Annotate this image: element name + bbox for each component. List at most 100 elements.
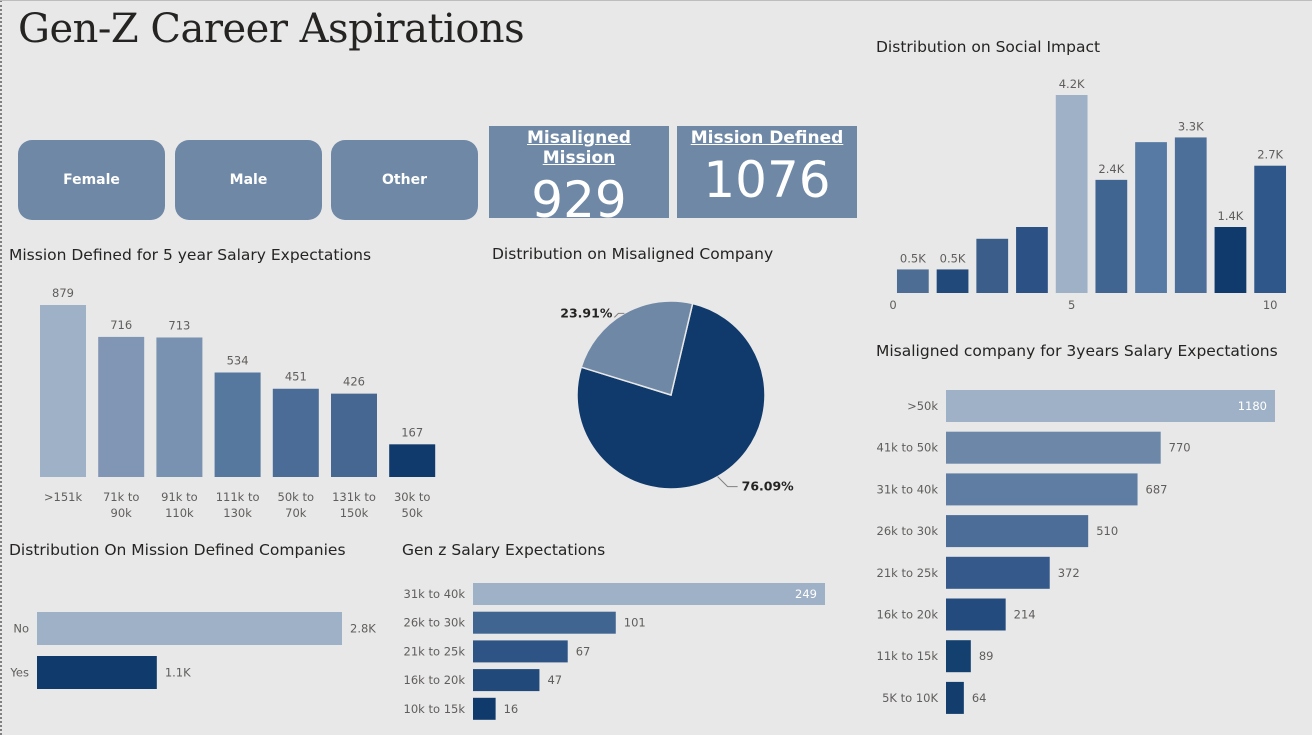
card-label: Mission Defined xyxy=(690,128,844,148)
category-label: 90k xyxy=(111,506,133,520)
bar xyxy=(946,473,1138,506)
category-label: 10k to 15k xyxy=(404,702,466,716)
category-label: 21k to 25k xyxy=(877,566,939,580)
category-label: 5K to 10K xyxy=(882,691,938,705)
bar xyxy=(1214,227,1247,293)
card-value: 1076 xyxy=(703,151,831,209)
category-label: >151k xyxy=(44,490,83,504)
data-label: 249 xyxy=(795,587,817,601)
bar xyxy=(896,269,929,293)
data-label: 372 xyxy=(1058,566,1080,580)
data-label: 451 xyxy=(285,370,307,384)
chart-title-misaligned-salary: Misaligned company for 3years Salary Exp… xyxy=(876,342,1278,360)
bar xyxy=(473,583,825,605)
bar xyxy=(946,681,964,714)
bar xyxy=(389,444,436,477)
category-label: 131k to xyxy=(332,490,376,504)
bar xyxy=(946,640,971,673)
bar xyxy=(946,390,1275,422)
category-label: >50k xyxy=(907,399,938,413)
data-label: 0.5K xyxy=(940,251,966,265)
slicer-other[interactable]: Other xyxy=(331,140,478,220)
chart-title-genz-salary: Gen z Salary Expectations xyxy=(402,541,606,559)
bar xyxy=(1135,142,1167,293)
bar xyxy=(37,612,342,645)
card-misaligned-mission: Misaligned Mission 929 xyxy=(489,126,669,228)
bar xyxy=(473,697,496,720)
category-label: 26k to 30k xyxy=(404,616,466,630)
category-label: 21k to 25k xyxy=(404,644,466,658)
category-label: 26k to 30k xyxy=(877,524,939,538)
card-mission-defined: Mission Defined 1076 xyxy=(677,126,857,218)
data-label: 716 xyxy=(110,318,132,332)
data-label: 101 xyxy=(624,616,646,630)
chart-title-mission-companies: Distribution On Mission Defined Companie… xyxy=(9,541,346,559)
data-label: 1.1K xyxy=(165,666,191,680)
data-label: 1180 xyxy=(1238,399,1267,413)
data-label: 2.8K xyxy=(350,622,376,636)
bar xyxy=(946,515,1089,548)
data-label: 214 xyxy=(1014,608,1036,622)
data-label: 67 xyxy=(576,644,591,658)
chart-title-mission-salary: Mission Defined for 5 year Salary Expect… xyxy=(9,246,372,264)
bar xyxy=(473,611,616,634)
data-label: 1.4K xyxy=(1218,209,1244,223)
page-title: Gen-Z Career Aspirations xyxy=(18,6,525,52)
category-label: No xyxy=(13,622,29,636)
data-label: 3.3K xyxy=(1178,119,1204,133)
misaligned-pie-chart: 76.09% 23.91% xyxy=(560,300,794,494)
data-label: 879 xyxy=(52,286,74,300)
bar xyxy=(37,656,157,689)
bar xyxy=(98,336,145,477)
chart-title-social-impact: Distribution on Social Impact xyxy=(876,38,1101,56)
slicer-female[interactable]: Female xyxy=(18,140,165,220)
card-label: Misaligned Mission xyxy=(527,128,631,168)
data-label: 64 xyxy=(972,691,987,705)
bar xyxy=(40,305,86,477)
x-tick-label: 5 xyxy=(1068,298,1075,312)
data-label: 770 xyxy=(1169,441,1191,455)
bar xyxy=(156,337,203,477)
category-label: 50k xyxy=(402,506,424,520)
category-label: 41k to 50k xyxy=(877,441,939,455)
bar xyxy=(976,238,1009,293)
data-label: 2.7K xyxy=(1257,148,1283,162)
leader-line xyxy=(717,476,738,488)
category-label: 11k to 15k xyxy=(877,649,939,663)
category-label: 130k xyxy=(223,506,252,520)
data-label: 0.5K xyxy=(900,251,926,265)
bar xyxy=(331,393,377,477)
data-label: 89 xyxy=(979,649,994,663)
leader-line xyxy=(614,312,625,318)
category-label: Yes xyxy=(9,666,29,680)
bar xyxy=(946,431,1161,464)
data-label: 687 xyxy=(1146,482,1168,496)
data-label: 534 xyxy=(227,354,249,368)
pie-slice xyxy=(576,302,766,490)
bar xyxy=(214,372,261,477)
category-label: 70k xyxy=(285,506,307,520)
bar xyxy=(936,269,969,293)
category-label: 150k xyxy=(340,506,369,520)
category-label: 31k to 40k xyxy=(404,587,466,601)
genz-salary-chart: 31k to 40k 249 26k to 30k 101 21k to 25k 67 16… xyxy=(404,583,825,720)
bar xyxy=(1095,179,1128,293)
slice-label: 23.91% xyxy=(560,305,613,320)
data-label: 510 xyxy=(1096,524,1118,538)
misaligned-salary-chart: >50k 1180 41k to 50k 770 31k to 40k 687 26k to… xyxy=(877,390,1275,714)
category-label: 30k to xyxy=(394,490,431,504)
bar xyxy=(1016,227,1048,293)
data-label: 16 xyxy=(504,702,519,716)
x-tick-label: 0 xyxy=(889,298,896,312)
bar xyxy=(946,598,1006,631)
slicer-male[interactable]: Male xyxy=(175,140,322,220)
bar xyxy=(1174,137,1207,293)
social-impact-chart: 0.5K 0.5K 4.2K 2.4K 3.3K 1.4K 2.7K 0 5 10 xyxy=(889,77,1287,312)
data-label: 713 xyxy=(168,318,190,332)
category-label: 71k to xyxy=(103,490,140,504)
mission-salary-chart: 879 >151k 716 71k to 90k 713 91k to 110k 534 111k… xyxy=(40,286,436,520)
page-border-top xyxy=(0,0,1312,1)
bar xyxy=(272,388,319,477)
bar xyxy=(473,640,568,663)
category-label: 91k to xyxy=(161,490,198,504)
